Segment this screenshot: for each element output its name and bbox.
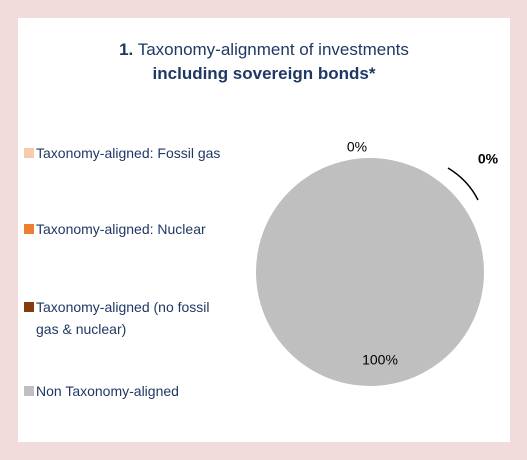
title-text: Taxonomy-alignment of investments [137,40,409,59]
title-number: 1. [119,40,134,59]
legend-swatch [24,386,34,396]
subtitle: including sovereign bonds* [152,64,376,83]
legend-swatch [24,148,34,158]
legend-item: Taxonomy-aligned: Fossil gas [24,142,226,164]
legend-label: Taxonomy-aligned: Fossil gas [36,145,221,161]
legend-swatch [24,302,34,312]
legend-item: Non Taxonomy-aligned [24,380,226,402]
legend-item: Taxonomy-aligned (no fossil gas & nuclea… [24,296,226,340]
pie-chart: 0% 0% 100% [256,139,499,386]
legend-label: Taxonomy-aligned: Nuclear [36,221,206,237]
data-label: 100% [362,352,398,368]
pie-slice [256,158,484,386]
data-label: 0% [347,139,367,155]
chart-title: 1. Taxonomy-alignment of investments inc… [18,38,510,86]
legend-label: Taxonomy-aligned (no fossil gas & nuclea… [36,299,210,337]
data-label: 0% [478,151,499,167]
legend-item: Taxonomy-aligned: Nuclear [24,218,226,240]
leader-line [447,167,479,201]
legend-label: Non Taxonomy-aligned [36,383,179,399]
legend-swatch [24,224,34,234]
chart-panel: 1. Taxonomy-alignment of investments inc… [18,18,510,442]
